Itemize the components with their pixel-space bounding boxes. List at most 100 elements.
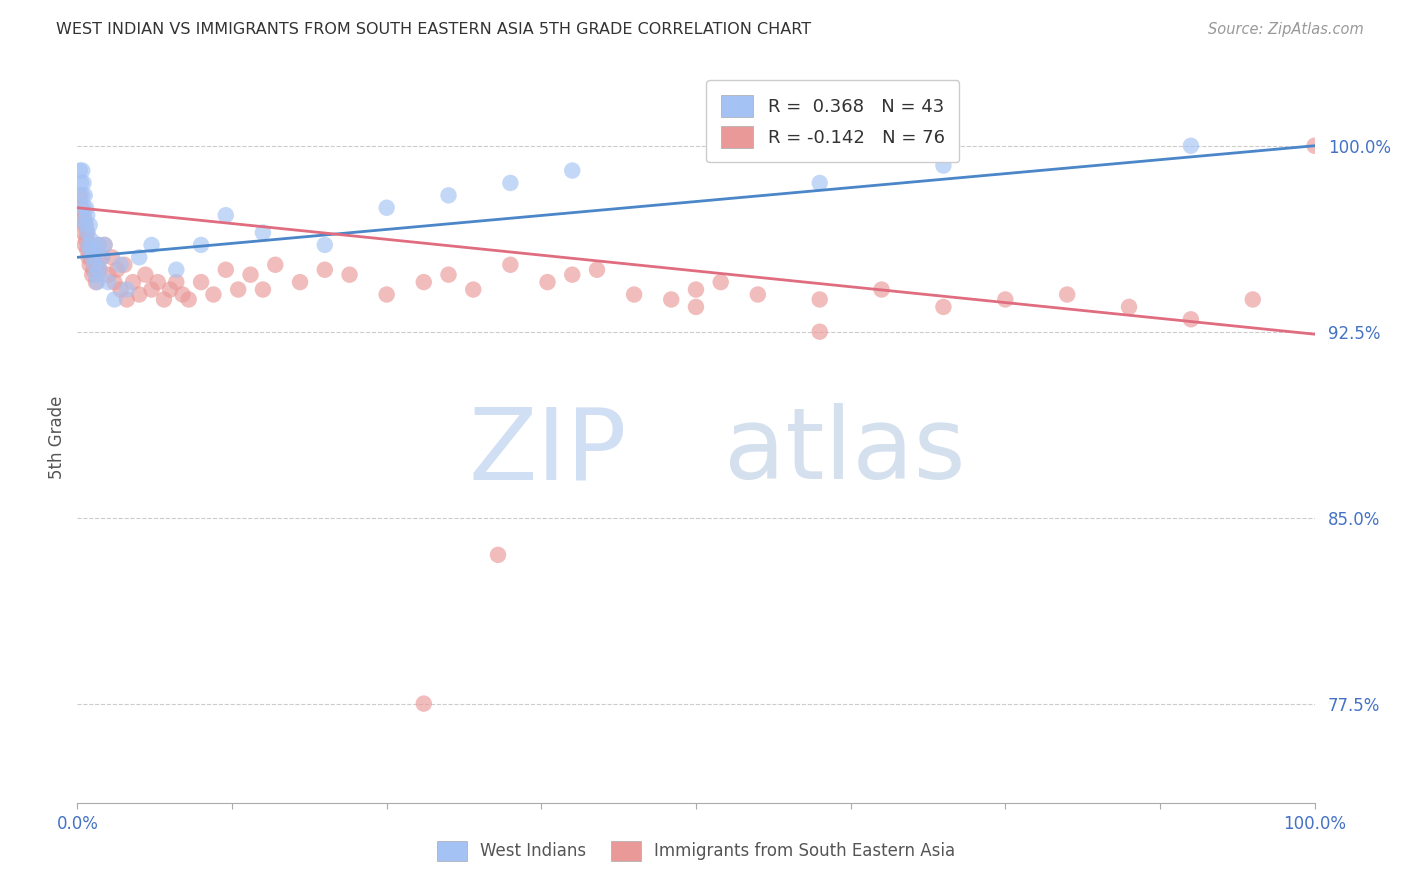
Point: [1180, 138, 1202, 153]
Point: [73, 218, 96, 232]
Point: [808, 176, 831, 190]
Point: [80, 250, 103, 264]
Point: [77, 250, 100, 264]
Point: [141, 283, 163, 297]
Point: [375, 201, 398, 215]
Point: [79, 218, 101, 232]
Point: [685, 283, 707, 297]
Point: [437, 268, 460, 282]
Point: [70, 201, 93, 215]
Text: WEST INDIAN VS IMMIGRANTS FROM SOUTH EASTERN ASIA 5TH GRADE CORRELATION CHART: WEST INDIAN VS IMMIGRANTS FROM SOUTH EAS…: [56, 22, 811, 37]
Point: [134, 268, 156, 282]
Point: [499, 176, 522, 190]
Point: [252, 283, 274, 297]
Point: [339, 268, 361, 282]
Point: [314, 262, 336, 277]
Point: [75, 233, 97, 247]
Point: [870, 283, 893, 297]
Point: [1056, 287, 1078, 301]
Text: 100.0%: 100.0%: [1284, 815, 1346, 833]
Point: [82, 243, 104, 257]
Point: [215, 208, 238, 222]
Text: 0.0%: 0.0%: [56, 815, 98, 833]
Point: [110, 283, 132, 297]
Point: [561, 268, 583, 282]
Point: [808, 293, 831, 307]
Text: ZIP: ZIP: [468, 403, 627, 500]
Point: [122, 275, 145, 289]
Point: [72, 201, 94, 215]
Point: [70, 176, 93, 190]
Point: [808, 325, 831, 339]
Point: [115, 293, 138, 307]
Point: [89, 262, 111, 277]
Point: [623, 287, 645, 301]
Text: atlas: atlas: [724, 403, 966, 500]
Point: [264, 258, 287, 272]
Point: [994, 293, 1017, 307]
Point: [239, 268, 262, 282]
Point: [87, 238, 110, 252]
Point: [1180, 312, 1202, 326]
Point: [288, 275, 311, 289]
Point: [215, 262, 238, 277]
Point: [83, 258, 105, 272]
Point: [314, 238, 336, 252]
Point: [93, 238, 115, 252]
Point: [93, 238, 115, 252]
Point: [146, 275, 169, 289]
Point: [165, 275, 187, 289]
Point: [128, 287, 150, 301]
Point: [685, 300, 707, 314]
Point: [76, 226, 98, 240]
Point: [1118, 300, 1140, 314]
Point: [97, 268, 120, 282]
Point: [226, 283, 249, 297]
Point: [80, 233, 103, 247]
Point: [73, 213, 96, 227]
Point: [932, 300, 955, 314]
Point: [190, 238, 212, 252]
Point: [110, 258, 132, 272]
Point: [659, 293, 682, 307]
Point: [72, 176, 94, 190]
Point: [1241, 293, 1264, 307]
Point: [172, 287, 194, 301]
Point: [747, 287, 769, 301]
Point: [82, 262, 104, 277]
Point: [79, 243, 101, 257]
Point: [499, 258, 522, 272]
Point: [153, 293, 176, 307]
Point: [115, 283, 138, 297]
Point: [932, 159, 955, 173]
Point: [97, 275, 120, 289]
Point: [586, 262, 609, 277]
Point: [165, 262, 187, 277]
Point: [177, 293, 200, 307]
Point: [103, 275, 125, 289]
Point: [536, 275, 558, 289]
Point: [710, 275, 733, 289]
Point: [72, 188, 94, 202]
Point: [159, 283, 181, 297]
Point: [252, 226, 274, 240]
Point: [486, 548, 509, 562]
Point: [82, 268, 104, 282]
Point: [76, 226, 98, 240]
Point: [82, 250, 104, 264]
Point: [561, 163, 583, 178]
Point: [412, 275, 434, 289]
Legend: West Indians, Immigrants from South Eastern Asia: West Indians, Immigrants from South East…: [430, 834, 962, 868]
Point: [73, 188, 96, 202]
Point: [89, 262, 111, 277]
Point: [84, 275, 107, 289]
Y-axis label: 5th Grade: 5th Grade: [48, 395, 66, 479]
Point: [69, 188, 91, 202]
Point: [87, 238, 110, 252]
Point: [1303, 138, 1326, 153]
Point: [79, 238, 101, 252]
Point: [72, 163, 94, 178]
Point: [86, 258, 108, 272]
Point: [112, 258, 135, 272]
Text: Source: ZipAtlas.com: Source: ZipAtlas.com: [1208, 22, 1364, 37]
